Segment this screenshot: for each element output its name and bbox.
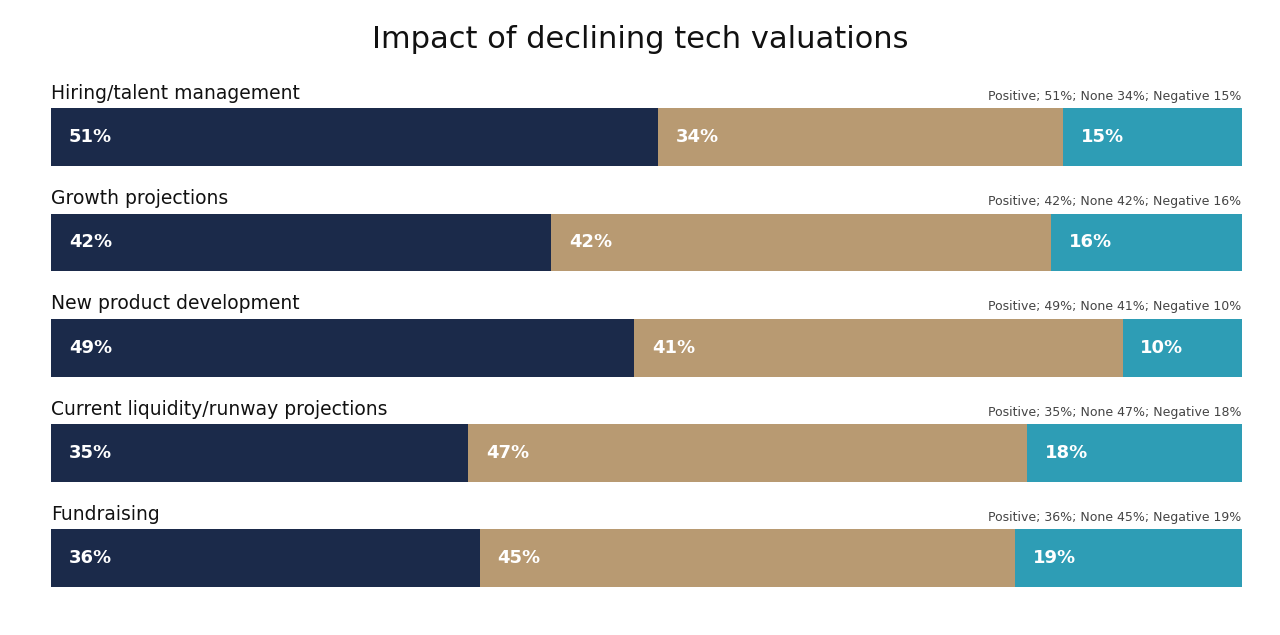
Text: 15%: 15% (1080, 128, 1124, 146)
Bar (51, 109, 658, 166)
Text: 51%: 51% (69, 128, 113, 146)
Bar (1015, 529, 1242, 587)
Bar (1051, 213, 1242, 271)
Bar (1123, 319, 1242, 377)
Text: 47%: 47% (485, 444, 529, 462)
Bar (51, 529, 480, 587)
Text: 41%: 41% (653, 338, 695, 357)
Text: Positive; 36%; None 45%; Negative 19%: Positive; 36%; None 45%; Negative 19% (988, 511, 1242, 524)
Bar (51, 213, 552, 271)
Text: Fundraising: Fundraising (51, 505, 160, 524)
Text: Current liquidity/runway projections: Current liquidity/runway projections (51, 399, 388, 418)
Text: 36%: 36% (69, 549, 113, 567)
Text: New product development: New product development (51, 295, 300, 314)
Bar (658, 109, 1062, 166)
Text: 10%: 10% (1140, 338, 1184, 357)
Bar (51, 319, 635, 377)
Bar (467, 424, 1028, 482)
Text: 18%: 18% (1046, 444, 1088, 462)
Text: 42%: 42% (570, 234, 612, 251)
Text: 42%: 42% (69, 234, 113, 251)
Text: 45%: 45% (498, 549, 540, 567)
Bar (1028, 424, 1242, 482)
Text: Positive; 51%; None 34%; Negative 15%: Positive; 51%; None 34%; Negative 15% (988, 90, 1242, 103)
Text: Positive; 49%; None 41%; Negative 10%: Positive; 49%; None 41%; Negative 10% (988, 300, 1242, 314)
Text: Growth projections: Growth projections (51, 189, 228, 208)
Text: 34%: 34% (676, 128, 719, 146)
Bar (480, 529, 1015, 587)
Text: 35%: 35% (69, 444, 113, 462)
Text: Hiring/talent management: Hiring/talent management (51, 84, 300, 103)
Bar (552, 213, 1051, 271)
Bar (1062, 109, 1242, 166)
Text: 19%: 19% (1033, 549, 1076, 567)
Bar (51, 424, 467, 482)
Text: 16%: 16% (1069, 234, 1112, 251)
Text: Positive; 35%; None 47%; Negative 18%: Positive; 35%; None 47%; Negative 18% (988, 406, 1242, 418)
Text: 49%: 49% (69, 338, 113, 357)
Bar (635, 319, 1123, 377)
Text: Impact of declining tech valuations: Impact of declining tech valuations (371, 25, 909, 55)
Text: Positive; 42%; None 42%; Negative 16%: Positive; 42%; None 42%; Negative 16% (988, 195, 1242, 208)
